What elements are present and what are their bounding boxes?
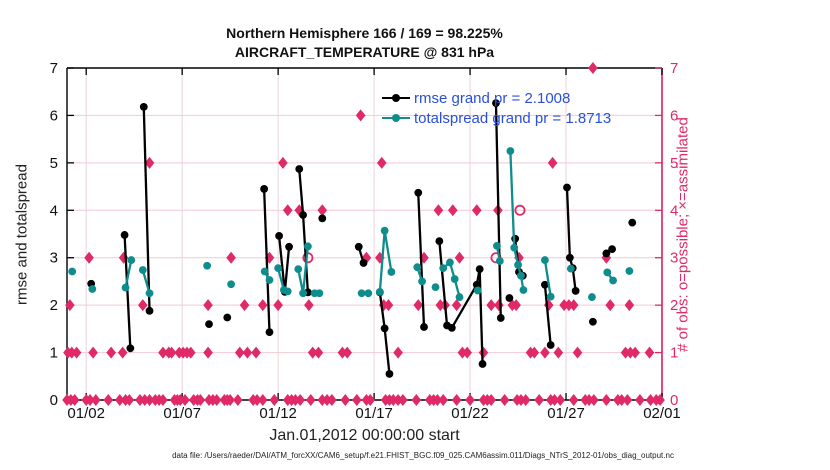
svg-text:1: 1 — [670, 345, 678, 362]
svg-text:01/22: 01/22 — [451, 405, 489, 422]
legend: rmse grand pr = 2.1008 totalspread grand… — [382, 88, 611, 128]
left-axis-label: rmse and totalspread — [13, 164, 31, 305]
y-tick-labels-left: 0 1 2 3 4 5 6 7 — [50, 60, 58, 409]
totalspread-line-sample — [382, 113, 410, 122]
svg-text:6: 6 — [670, 107, 678, 124]
legend-item-rmse: rmse grand pr = 2.1008 — [382, 88, 611, 108]
svg-text:01/27: 01/27 — [547, 405, 585, 422]
svg-text:2: 2 — [670, 297, 678, 314]
svg-text:5: 5 — [50, 155, 58, 172]
svg-text:0: 0 — [670, 392, 678, 409]
svg-text:1: 1 — [50, 345, 58, 362]
svg-text:7: 7 — [670, 60, 678, 77]
figure-title: Northern Hemisphere 166 / 169 = 98.225% — [226, 25, 503, 41]
rmse-line-sample — [382, 93, 410, 102]
data-file-path: data file: /Users/raeder/DAI/ATM_forcXX/… — [172, 451, 674, 460]
svg-text:01/07: 01/07 — [163, 405, 201, 422]
legend-item-totalspread: totalspread grand pr = 1.8713 — [382, 108, 611, 128]
y-tick-labels-right: 0 1 2 3 4 5 6 7 — [670, 60, 678, 409]
right-axis-label: # of obs: o=possible; ×=assimilated — [674, 117, 692, 352]
svg-text:02/01: 02/01 — [643, 405, 681, 422]
totalspread-marker-icon — [392, 113, 400, 122]
legend-label-rmse: rmse grand pr = 2.1008 — [414, 89, 571, 107]
rmse-series — [87, 99, 637, 378]
svg-text:01/02: 01/02 — [67, 405, 105, 422]
svg-text:01/12: 01/12 — [259, 405, 297, 422]
svg-text:4: 4 — [670, 202, 678, 219]
svg-text:0: 0 — [50, 392, 58, 409]
svg-text:6: 6 — [50, 107, 58, 124]
possible-markers — [302, 204, 526, 264]
svg-text:7: 7 — [50, 60, 58, 77]
totalspread-series — [68, 147, 634, 301]
x-tick-labels: 01/02 01/07 01/12 01/17 01/22 01/27 02/01 — [67, 405, 680, 422]
x-axis-label: Jan.01,2012 00:00:00 start — [269, 427, 460, 444]
figure-subtitle: AIRCRAFT_TEMPERATURE @ 831 hPa — [234, 44, 495, 60]
svg-text:4: 4 — [50, 202, 58, 219]
svg-text:3: 3 — [50, 250, 58, 267]
svg-text:3: 3 — [670, 250, 678, 267]
rmse-marker-icon — [392, 93, 400, 102]
svg-text:01/17: 01/17 — [355, 405, 393, 422]
svg-text:5: 5 — [670, 155, 678, 172]
svg-text:2: 2 — [50, 297, 58, 314]
legend-label-totalspread: totalspread grand pr = 1.8713 — [414, 109, 612, 127]
